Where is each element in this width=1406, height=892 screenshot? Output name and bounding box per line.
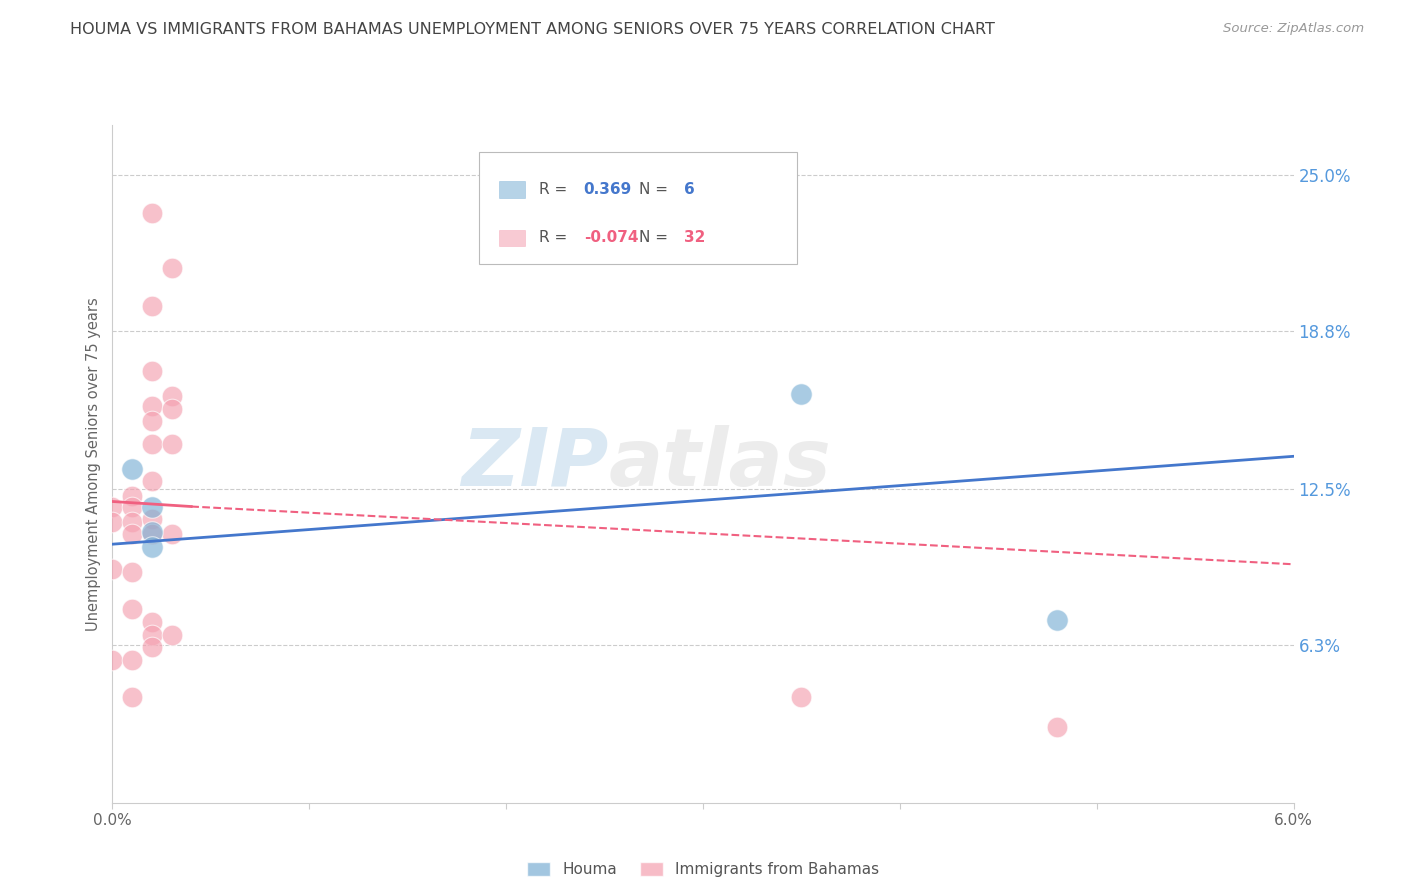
Point — [121, 565, 143, 579]
Point — [141, 364, 163, 378]
Point — [160, 436, 183, 450]
FancyBboxPatch shape — [499, 181, 524, 198]
Point — [141, 436, 163, 450]
Point — [141, 524, 163, 539]
Text: Source: ZipAtlas.com: Source: ZipAtlas.com — [1223, 22, 1364, 36]
Point — [790, 690, 813, 705]
Point — [141, 527, 163, 541]
Point — [121, 602, 143, 616]
Point — [121, 500, 143, 514]
Point — [160, 260, 183, 275]
Point — [141, 512, 163, 526]
Text: HOUMA VS IMMIGRANTS FROM BAHAMAS UNEMPLOYMENT AMONG SENIORS OVER 75 YEARS CORREL: HOUMA VS IMMIGRANTS FROM BAHAMAS UNEMPLO… — [70, 22, 995, 37]
Point — [121, 690, 143, 705]
Point — [160, 527, 183, 541]
Point — [160, 401, 183, 416]
Point — [101, 500, 124, 514]
FancyBboxPatch shape — [478, 152, 797, 264]
Text: N =: N = — [640, 181, 673, 196]
Point — [121, 515, 143, 529]
Point — [121, 490, 143, 504]
Point — [141, 627, 163, 641]
Text: N =: N = — [640, 230, 673, 244]
Text: ZIP: ZIP — [461, 425, 609, 503]
Y-axis label: Unemployment Among Seniors over 75 years: Unemployment Among Seniors over 75 years — [86, 297, 101, 631]
Point — [121, 653, 143, 667]
Legend: Houma, Immigrants from Bahamas: Houma, Immigrants from Bahamas — [520, 855, 886, 883]
Point — [141, 399, 163, 413]
Point — [121, 527, 143, 541]
FancyBboxPatch shape — [499, 230, 524, 246]
Point — [141, 414, 163, 428]
Text: R =: R = — [538, 230, 572, 244]
Text: 0.369: 0.369 — [583, 181, 631, 196]
Point — [141, 615, 163, 629]
Text: R =: R = — [538, 181, 572, 196]
Text: atlas: atlas — [609, 425, 831, 503]
Point — [790, 386, 813, 401]
Point — [160, 627, 183, 641]
Text: 6: 6 — [685, 181, 695, 196]
Point — [1046, 613, 1069, 627]
Point — [160, 389, 183, 403]
Point — [141, 500, 163, 514]
Text: -0.074: -0.074 — [583, 230, 638, 244]
Point — [121, 462, 143, 476]
Text: 32: 32 — [685, 230, 706, 244]
Point — [101, 515, 124, 529]
Point — [141, 299, 163, 313]
Point — [101, 653, 124, 667]
Point — [141, 475, 163, 489]
Point — [101, 562, 124, 576]
Point — [141, 640, 163, 654]
Point — [141, 540, 163, 554]
Point — [141, 206, 163, 220]
Point — [1046, 721, 1069, 735]
